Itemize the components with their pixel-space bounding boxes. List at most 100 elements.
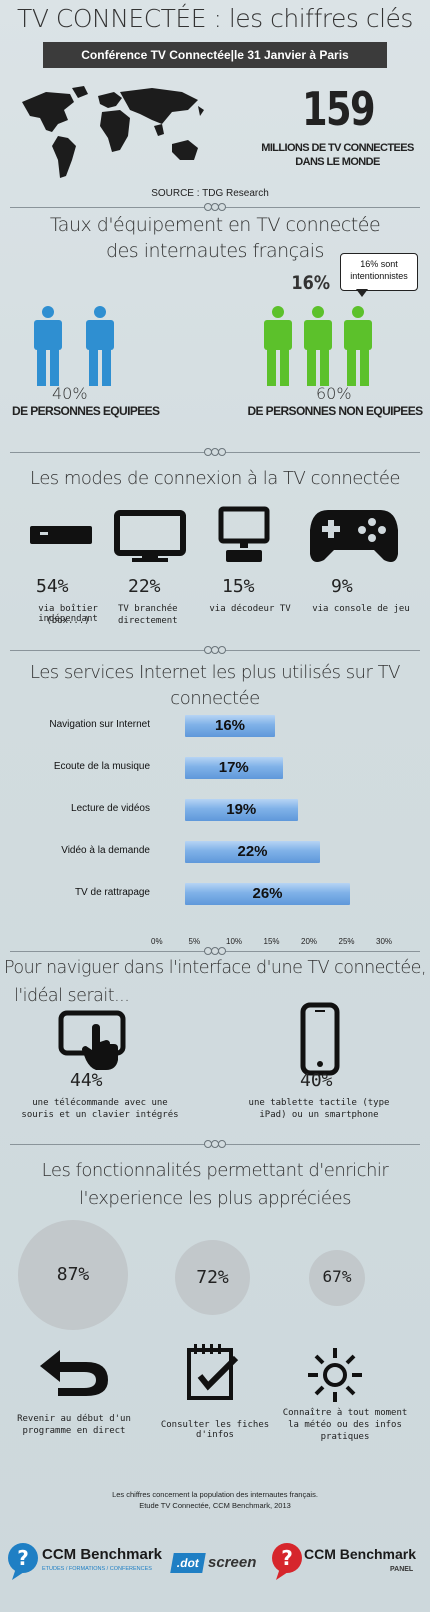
divider-ornament [204,448,226,456]
panel-logo-text: CCM Benchmark [304,1546,417,1562]
bar [185,715,275,737]
event-banner: Conférence TV Connectée|le 31 Janvier à … [43,42,387,68]
tv-icon [114,510,186,562]
features-title-2: l'experience les plus appréciées [79,1188,351,1209]
person-icons-equipped [34,306,114,386]
connection-label-box-2: (box...) [46,616,90,626]
intent-bubble [340,253,418,291]
footer-note-2: Etude TV Connectée, CCM Benchmark, 2013 [139,1501,291,1510]
dotscreen-text: screen [208,1554,257,1571]
bar [185,883,350,905]
non-equipped-percent: 60% [316,384,352,403]
divider-ornament [204,646,226,654]
navigation-pct-tablet: 40% [300,1070,333,1091]
source-label: SOURCE : TDG Research [151,188,269,199]
x-tick-label: 20% [301,937,318,946]
equipment-title-2: des internautes français [106,240,324,262]
dotscreen-logo[interactable]: .dot screen [170,1550,264,1578]
bar-value-label: 22% [237,843,268,860]
connection-label-decoder: via décodeur TV [209,604,291,614]
feature-label-restart-2: programme en direct [22,1426,126,1436]
svg-text:?: ? [281,1546,293,1570]
touchpad-icon [58,1010,126,1070]
checklist-icon [187,1344,239,1400]
bar-category-label: Lecture de vidéos [71,803,150,814]
services-title-1: Les services Internet les plus utilisés … [29,662,401,683]
bar-category-label: Ecoute de la musique [53,761,150,772]
bar-value-label: 17% [218,759,249,776]
page-title: TV CONNECTÉE : les chiffres clés [17,4,413,33]
connection-label-console: via console de jeu [312,604,410,614]
x-tick-label: 25% [338,937,355,946]
question-bubble-icon: ? [8,1543,38,1580]
connection-pct-box: 54% [36,576,69,597]
feature-label-weather-2: la météo ou des infos [288,1420,402,1430]
navigation-label-remote-1: une télécommande avec une [32,1098,168,1108]
intent-bubble-text: 16% sont intentionnistes [350,259,408,281]
smartphone-icon [300,1002,340,1076]
logo-text: CCM Benchmark [42,1546,163,1563]
feature-circle-weather [309,1250,365,1306]
x-tick-label: 10% [226,937,243,946]
x-tick-label: 0% [151,937,163,946]
bar [185,799,298,821]
decoder-icon [218,506,270,562]
connection-pct-console: 9% [331,576,353,597]
connection-label-box-1: via boîtier indépendant [38,604,98,624]
services-bar-chart: Navigation sur Internet 16% Ecoute de la m… [0,715,430,955]
world-map-icon [22,86,204,178]
divider-ornament [204,947,226,955]
ccm-benchmark-panel-logo[interactable]: ? CCM Benchmark PANEL [270,1540,426,1584]
feature-label-weather-1: Connaître à tout moment [282,1408,408,1418]
navigation-pct-remote: 44% [70,1070,103,1091]
bar-category-label: Vidéo à la demande [61,845,150,856]
panel-logo-subtext: PANEL [390,1566,414,1573]
bar-value-label: 19% [226,801,257,818]
divider-ornament [204,1140,226,1148]
x-tick-label: 5% [188,937,201,946]
logo-subtext: ETUDES / FORMATIONS / CONFERENCES [42,1566,152,1572]
feature-label-restart-1: Revenir au début d'un [17,1414,131,1424]
bar-category-label: TV de rattrapage [74,887,150,898]
equipped-label: DE PERSONNES EQUIPEES [12,404,160,418]
navigation-label-tablet-1: une tablette tactile (type [248,1098,390,1108]
tv-count-caption-1: MILLIONS DE TV CONNECTEES [261,142,414,154]
bar-value-label: 16% [214,717,246,734]
feature-circle-info [175,1240,250,1315]
dotscreen-badge: .dot [170,1553,206,1573]
bar [185,757,283,779]
footer-note-1: Les chiffres concernent la population de… [112,1490,318,1499]
return-arrow-icon [40,1350,108,1396]
navigation-label-tablet-2: iPad) ou un smartphone [259,1110,379,1120]
gamepad-icon [310,510,398,562]
feature-pct-info: 72% [196,1267,229,1288]
feature-circle-restart [18,1220,128,1330]
intent-bubble-tail [356,289,368,297]
connection-label-tv-2: directement [118,616,178,626]
connection-pct-tv: 22% [128,576,161,597]
navigation-title-2: l'idéal serait... [14,986,130,1006]
equipment-title-1: Taux d'équipement en TV connectée [49,214,381,236]
bar [185,841,320,863]
connection-label-tv-1: TV branchée [118,604,178,614]
equipped-percent: 40% [52,384,88,403]
services-title-2: connectée [170,688,260,709]
question-bubble-red-icon: ? [272,1543,302,1580]
feature-label-info: Consulter les fiches d'infos [160,1420,270,1440]
sun-icon [308,1348,362,1402]
intent-percent: 16% [291,272,331,294]
ccm-benchmark-logo[interactable]: ? CCM Benchmark ETUDES / FORMATIONS / CO… [6,1540,162,1584]
feature-pct-weather: 67% [322,1267,352,1286]
connection-pct-decoder: 15% [222,576,255,597]
feature-pct-restart: 87% [56,1264,90,1285]
tv-count-number: 159 [301,82,376,136]
x-tick-label: 15% [263,937,280,946]
bar-category-label: Navigation sur Internet [49,719,150,730]
set-top-box-icon [30,526,92,544]
tv-count-caption-2: DANS LE MONDE [295,156,380,168]
bar-value-label: 26% [252,885,283,902]
navigation-title-1: Pour naviguer dans l'interface d'une TV … [3,958,427,978]
navigation-label-remote-2: souris et un clavier intégrés [21,1110,179,1120]
features-title-1: Les fonctionnalités permettant d'enrichi… [41,1160,389,1181]
x-tick-label: 30% [376,937,393,946]
